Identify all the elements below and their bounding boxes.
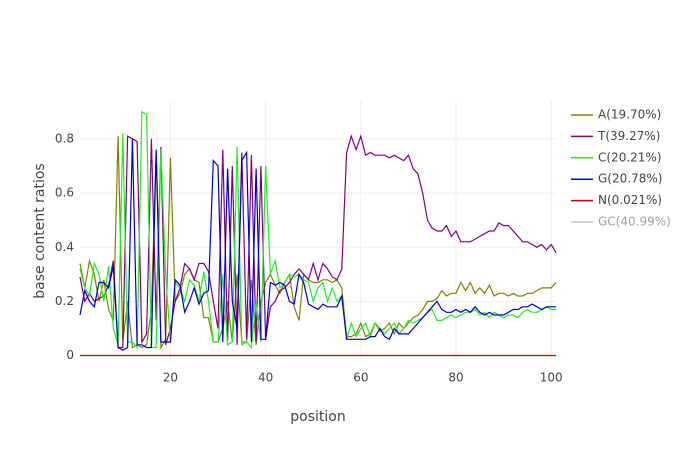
legend-item: G(20.78%) — [571, 172, 662, 186]
y-axis-title: base content ratios — [32, 163, 48, 298]
legend-item: GC(40.99%) — [571, 215, 671, 229]
legend-label: GC(40.99%) — [598, 215, 671, 229]
x-tick-label: 100 — [540, 371, 563, 385]
x-tick-label: 20 — [163, 371, 178, 385]
legend-item: A(19.70%) — [571, 108, 661, 122]
legend-item: T(39.27%) — [571, 129, 660, 143]
data-line — [79, 138, 556, 351]
legend-item: C(20.21%) — [571, 150, 662, 164]
y-tick-label: 0.4 — [55, 240, 74, 254]
x-axis-title: position — [290, 409, 345, 425]
legend-label: N(0.021%) — [598, 193, 662, 207]
data-line — [79, 110, 556, 350]
y-tick-label: 0 — [66, 348, 74, 362]
legend-label: G(20.78%) — [598, 172, 662, 186]
legend-item: N(0.021%) — [571, 193, 662, 207]
legend-label: C(20.21%) — [598, 150, 662, 164]
y-tick-label: 0.8 — [55, 131, 74, 145]
y-tick-label: 0.2 — [55, 294, 74, 308]
legend-label: A(19.70%) — [598, 108, 661, 122]
y-tick-label: 0.6 — [55, 186, 74, 200]
x-tick-label: 80 — [448, 371, 463, 385]
legend-label: T(39.27%) — [597, 129, 660, 143]
x-tick-label: 60 — [353, 371, 368, 385]
x-tick-label: 40 — [258, 371, 273, 385]
